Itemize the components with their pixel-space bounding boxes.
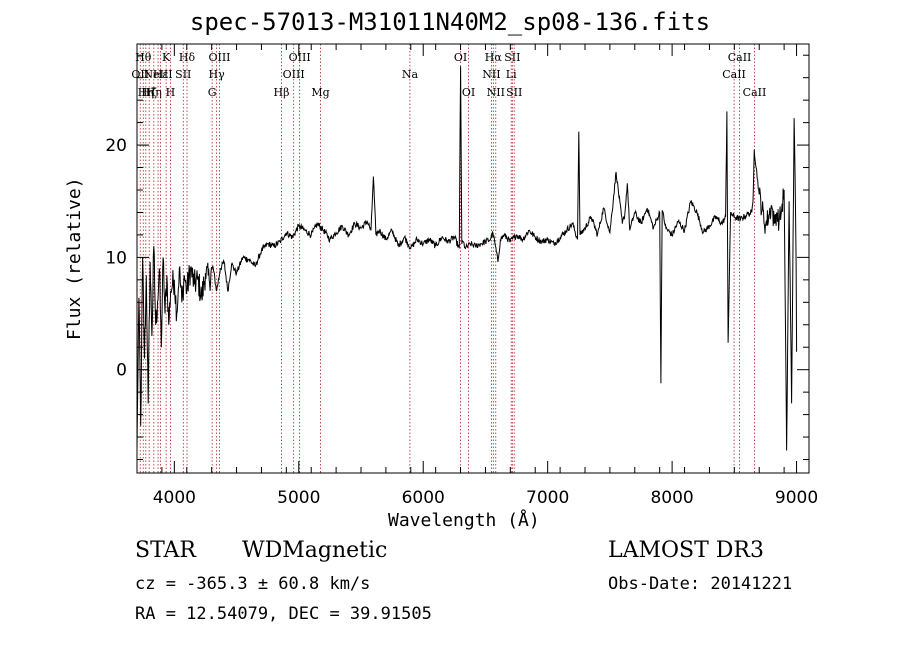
spectral-line-label: OIII [283, 68, 305, 81]
spectral-line-markers [139, 44, 755, 473]
y-tick-label: 20 [105, 136, 127, 156]
spectral-line-label: H [166, 86, 176, 99]
spectral-line-label: Mg [311, 86, 329, 99]
spectral-line-label: Hη [138, 86, 154, 99]
spectral-line-label: Hε [153, 68, 169, 81]
x-tick-label: 4000 [153, 488, 196, 508]
x-tick-label: 6000 [402, 488, 445, 508]
spectral-line-label: NII [482, 68, 500, 81]
spectral-line-label: K [162, 51, 171, 64]
spectral-line-label: OII [131, 68, 149, 81]
spectral-line-label: CaII [743, 86, 767, 99]
spectral-line-label: Hθ [135, 51, 152, 64]
spectral-line-label: OI [454, 51, 467, 64]
x-axis-ticks: 4000 5000 6000 7000 8000 9000 [136, 44, 818, 508]
observation-date: Obs-Date: 20141221 [608, 574, 793, 594]
x-axis-label: Wavelength (Å) [388, 510, 540, 531]
spectral-line-label: SII [175, 68, 191, 81]
spectral-line-label: NII [487, 86, 505, 99]
spectral-line-label: Hη [146, 86, 162, 99]
object-class: STAR [135, 538, 196, 563]
x-tick-label: 9000 [775, 488, 818, 508]
spectral-line-label: Hγ [209, 68, 226, 81]
spectral-line-label: SII [504, 51, 520, 64]
object-subclass: WDMagnetic [242, 538, 388, 563]
spectral-line-label: G [208, 86, 217, 99]
y-tick-label: 10 [105, 248, 127, 268]
spectral-line-label: OIII [289, 51, 311, 64]
x-tick-label: 8000 [650, 488, 693, 508]
y-axis-label: Flux (relative) [64, 177, 85, 340]
spectral-line-label: OI [462, 86, 475, 99]
spectral-line-label: CaII [728, 51, 752, 64]
y-tick-label: 0 [116, 361, 127, 381]
x-tick-label: 5000 [277, 488, 320, 508]
redshift-velocity: cz = -365.3 ± 60.8 km/s [135, 574, 371, 594]
spectral-line-label: NeIII [143, 68, 172, 81]
plot-frame [136, 43, 810, 474]
spectral-line-label: Hβ [274, 86, 290, 99]
survey-name: LAMOST DR3 [608, 538, 764, 563]
spectral-line-label: Li [506, 68, 517, 81]
sky-coordinates: RA = 12.54079, DEC = 39.91505 [135, 604, 432, 624]
chart-title: spec-57013-M31011N40M2_sp08-136.fits [189, 8, 711, 36]
spectral-line-label: OIII [208, 51, 230, 64]
spectral-line-label: Na [402, 68, 419, 81]
spectral-line-label: Hα [485, 51, 503, 64]
x-tick-label: 7000 [526, 488, 569, 508]
spectral-line-label: CaII [722, 68, 746, 81]
spectral-line-label: Hδ [179, 51, 196, 64]
y-axis-ticks: 0 10 20 [105, 54, 809, 461]
spectral-line-label: SII [506, 86, 522, 99]
spectral-line-label: Hζ [141, 86, 157, 99]
spectrum-curve [136, 66, 798, 451]
